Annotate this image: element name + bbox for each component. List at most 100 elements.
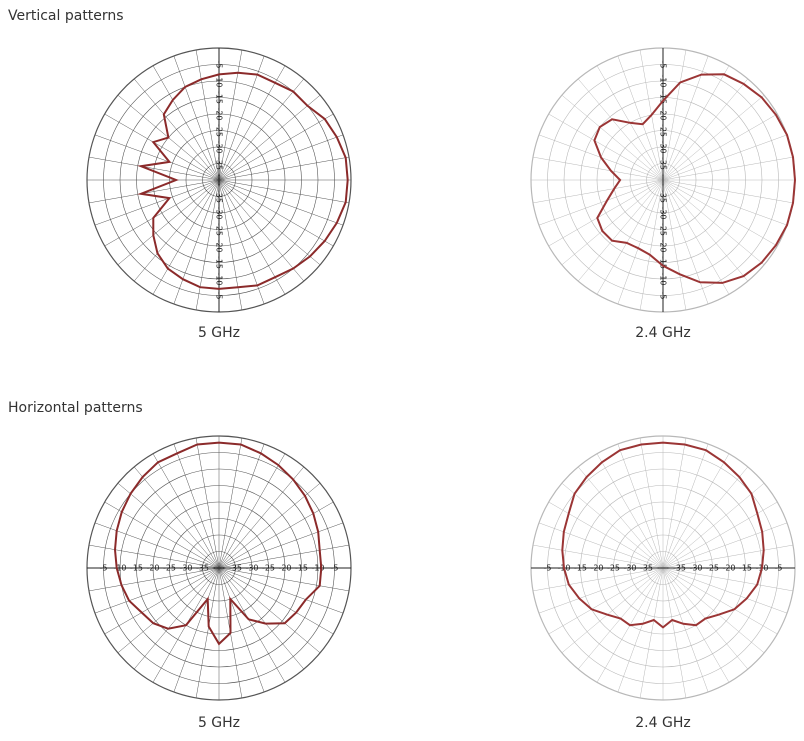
spoke: [662, 443, 709, 569]
spoke: [662, 179, 709, 305]
spoke: [218, 567, 334, 635]
r-tick-label: -35: [229, 564, 242, 573]
spoke: [561, 179, 664, 266]
r-tick-label: -20: [215, 239, 224, 252]
spoke: [662, 78, 749, 181]
pattern-line: [561, 441, 765, 629]
caption: 2.4 GHz: [635, 325, 690, 341]
spoke: [94, 522, 220, 569]
spoke: [117, 567, 220, 654]
r-tick-label: -25: [706, 564, 719, 573]
spoke: [218, 567, 350, 592]
r-tick-label: -25: [215, 223, 224, 236]
spoke: [662, 437, 687, 569]
spoke: [218, 78, 305, 181]
spoke: [662, 49, 687, 181]
section-heading: Horizontal patterns: [8, 400, 143, 416]
r-tick-label: -10: [215, 272, 224, 285]
spoke: [662, 567, 687, 699]
spoke: [662, 567, 765, 654]
spoke: [548, 501, 664, 569]
r-tick-label: -35: [215, 157, 224, 170]
r-tick-label: -5: [215, 292, 224, 300]
spoke: [117, 179, 220, 266]
r-tick-label: -30: [659, 140, 668, 153]
spoke: [662, 179, 794, 204]
spoke: [218, 134, 344, 181]
r-tick-label: -35: [659, 190, 668, 203]
r-tick-label: -30: [215, 206, 224, 219]
spoke: [218, 179, 305, 282]
spoke: [218, 501, 334, 569]
spoke: [662, 179, 788, 226]
r-tick-label: -25: [262, 564, 275, 573]
spoke: [662, 65, 730, 181]
spoke: [88, 544, 220, 569]
r-tick-label: -30: [215, 140, 224, 153]
r-tick-label: -20: [659, 239, 668, 252]
r-tick-label: -15: [659, 256, 668, 269]
pattern-line: [137, 71, 349, 290]
spoke: [596, 179, 664, 295]
spoke: [218, 179, 321, 266]
spoke: [617, 567, 664, 693]
caption: 2.4 GHz: [635, 715, 690, 731]
spoke: [195, 49, 220, 181]
spoke: [617, 55, 664, 181]
spoke: [195, 437, 220, 569]
spoke: [639, 437, 664, 569]
spoke: [218, 65, 286, 181]
r-tick-label: -15: [215, 256, 224, 269]
spoke: [662, 156, 794, 181]
spoke: [195, 179, 220, 311]
r-tick-label: -35: [659, 157, 668, 170]
spoke: [218, 567, 321, 654]
spoke: [218, 113, 334, 181]
spoke: [662, 179, 749, 282]
spoke: [218, 567, 305, 670]
polar-chart: -35-30-25-20-15-10-5-35-30-25-20-15-10-5: [530, 435, 796, 701]
spoke: [152, 453, 220, 569]
spoke: [662, 94, 765, 181]
spoke: [617, 443, 664, 569]
spoke: [152, 65, 220, 181]
spoke: [218, 179, 334, 247]
r-tick-label: -35: [640, 564, 653, 573]
spoke: [195, 567, 220, 699]
spoke: [218, 567, 344, 614]
spoke: [662, 179, 778, 247]
spoke: [218, 94, 321, 181]
r-tick-label: -15: [739, 564, 752, 573]
polar-chart: -35-30-25-20-15-10-5-35-30-25-20-15-10-5: [86, 435, 352, 701]
spoke: [218, 179, 265, 305]
r-tick-label: -15: [215, 91, 224, 104]
r-tick-label: -15: [130, 564, 143, 573]
r-tick-label: -25: [659, 223, 668, 236]
polar-chart: -35-30-25-20-15-10-5-35-30-25-20-15-10-5: [86, 47, 352, 313]
r-tick-label: -5: [215, 61, 224, 69]
r-tick-label: -20: [590, 564, 603, 573]
caption: 5 GHz: [198, 325, 240, 341]
r-tick-label: -25: [215, 124, 224, 137]
r-tick-label: -20: [146, 564, 159, 573]
polar-chart: -35-30-25-20-15-10-5-35-30-25-20-15-10-5: [530, 47, 797, 313]
spoke: [173, 179, 220, 305]
spoke: [596, 453, 664, 569]
spoke: [94, 134, 220, 181]
spoke: [662, 501, 778, 569]
spoke: [218, 179, 286, 295]
spoke: [548, 179, 664, 247]
spoke: [532, 567, 664, 592]
r-tick-label: -30: [623, 564, 636, 573]
spoke: [532, 544, 664, 569]
r-tick-label: -15: [659, 91, 668, 104]
spoke: [117, 482, 220, 569]
spoke: [104, 567, 220, 635]
spoke: [133, 78, 220, 181]
spoke: [662, 544, 794, 569]
spoke: [639, 179, 664, 311]
spoke: [218, 55, 265, 181]
pattern-line: [113, 441, 323, 646]
spoke: [88, 567, 220, 592]
section-heading: Vertical patterns: [8, 8, 124, 24]
